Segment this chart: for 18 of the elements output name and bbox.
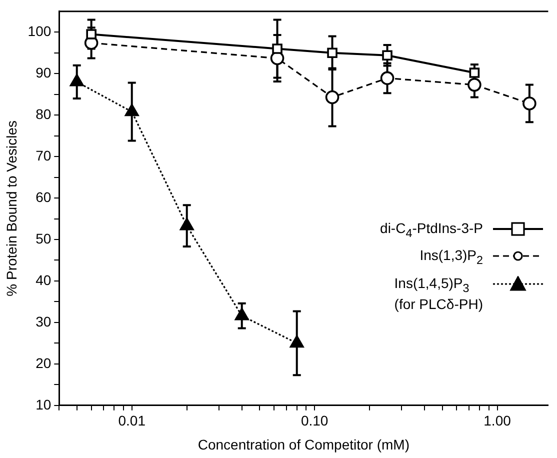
y-tick-label: 70 bbox=[36, 147, 52, 164]
legend-label: di-C$_{4}$-PtdIns-3-P bbox=[380, 220, 483, 242]
x-axis-title: Concentration of Competitor (mM) bbox=[198, 436, 410, 452]
legend-label: Ins(1,3)P$_{2}$ bbox=[420, 247, 483, 269]
y-tick-label: 20 bbox=[36, 354, 52, 371]
x-tick-label: 0.01 bbox=[118, 412, 146, 429]
y-tick-label: 100 bbox=[28, 22, 52, 39]
y-tick-label: 10 bbox=[36, 396, 52, 412]
y-tick-label: 90 bbox=[36, 64, 52, 80]
y-axis-title: % Protein Bound to Vesicles bbox=[3, 120, 20, 296]
legend-label: Ins(1,4,5)P$_{3}$ (for PLCδ-PH) bbox=[394, 274, 483, 314]
y-tick-label: 30 bbox=[36, 313, 52, 330]
x-tick-label: 0.10 bbox=[300, 412, 328, 429]
y-tick-label: 80 bbox=[36, 106, 52, 122]
y-tick-label: 50 bbox=[36, 230, 52, 246]
x-tick-label: 1.00 bbox=[484, 412, 512, 429]
y-tick-label: 40 bbox=[36, 272, 52, 288]
y-tick-label: 60 bbox=[36, 188, 52, 205]
